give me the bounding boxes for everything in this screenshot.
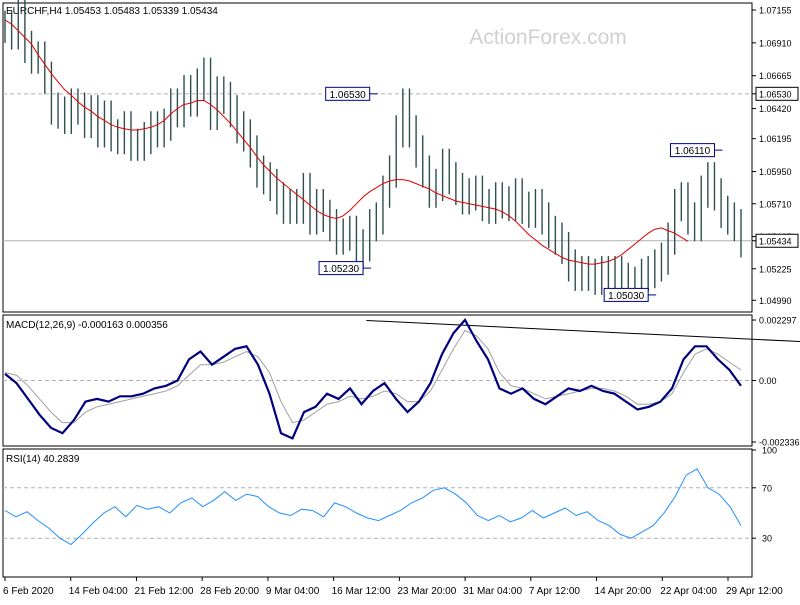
price-y-tick-label: 1.05950 [759, 167, 792, 177]
macd-y-tick-label: 0.002297 [759, 316, 797, 326]
price-y-tick-label: 1.04990 [759, 296, 792, 306]
price-reference-lines [3, 93, 752, 242]
x-axis-tick-label: 14 Feb 04:00 [69, 586, 128, 597]
price-y-axis: 1.07155 1.06910 1.06665 1.06530 1.06420 1.061… [752, 6, 799, 306]
price-y-tick-label: 1.05225 [759, 264, 792, 274]
price-y-tick-label: 1.06530 [759, 89, 792, 99]
price-level-label: 1.06530 [325, 86, 378, 101]
macd-y-tick-label: -0.002336 [759, 437, 800, 447]
price-y-tick-label: 1.06665 [759, 71, 792, 81]
x-axis-tick-label: 7 Apr 12:00 [529, 586, 581, 597]
x-axis-tick-label: 23 Mar 20:00 [397, 586, 456, 597]
price-panel: EURCHF,H4 1.05453 1.05483 1.05339 1.0543… [2, 0, 799, 313]
price-panel-frame [2, 2, 753, 313]
price-y-tick-label: 1.06910 [759, 38, 792, 48]
x-axis-tick-label: 9 Mar 04:00 [266, 586, 320, 597]
x-axis-tick-label: 16 Mar 12:00 [332, 586, 391, 597]
price-y-tick-label: 1.06195 [759, 134, 792, 144]
price-y-tick-label: 1.05434 [759, 236, 792, 246]
price-y-tick-label: 1.05710 [759, 199, 792, 209]
macd-y-axis: 0.002297 0.00 -0.002336 [752, 316, 800, 447]
x-axis-tick-label: 31 Mar 04:00 [463, 586, 522, 597]
rsi-panel-title: RSI(14) 40.2839 [6, 454, 80, 465]
price-level-label-text: 1.05030 [608, 291, 645, 302]
macd-panel-title: MACD(12,26,9) -0.000163 0.000356 [6, 320, 168, 331]
rsi-y-tick-label: 100 [762, 446, 777, 456]
x-axis-tick-label: 28 Feb 20:00 [200, 586, 259, 597]
macd-signal-line [4, 329, 742, 424]
rsi-y-tick-label: 30 [762, 534, 772, 544]
price-level-label-text: 1.05230 [323, 264, 360, 275]
x-axis-tick-label: 22 Apr 04:00 [660, 586, 717, 597]
price-level-label-text: 1.06530 [330, 90, 367, 101]
rsi-y-axis: 100 70 30 [752, 446, 777, 544]
price-level-label-text: 1.06110 [675, 146, 711, 157]
x-axis: 6 Feb 2020 14 Feb 04:00 21 Feb 12:00 28 Feb… [3, 577, 783, 597]
price-level-marker [755, 86, 799, 101]
x-axis-tick-label: 14 Apr 20:00 [595, 586, 652, 597]
macd-panel: MACD(12,26,9) -0.000163 0.000356 0.00229… [2, 314, 800, 447]
rsi-panel-frame [2, 448, 753, 578]
rsi-level-lines [3, 487, 752, 539]
price-level-label: 1.05230 [318, 261, 372, 276]
price-level-marker [755, 233, 799, 248]
x-axis-tick-label: 6 Feb 2020 [3, 586, 54, 597]
price-y-tick-label: 1.06420 [759, 104, 792, 114]
price-level-label: 1.06110 [669, 143, 723, 158]
macd-trendline [366, 319, 800, 343]
price-y-tick-label: 1.07155 [759, 6, 792, 16]
moving-average-line [4, 19, 689, 265]
watermark: ActionForex.com [469, 26, 627, 49]
price-bars [4, 0, 742, 302]
x-axis-tick-label: 21 Feb 12:00 [134, 586, 193, 597]
macd-line [4, 317, 742, 440]
price-panel-title: EURCHF,H4 1.05453 1.05483 1.05339 1.0543… [6, 6, 218, 17]
price-annotations: 1.06530 1.05230 1.05030 1.06110 [318, 86, 723, 302]
x-axis-tick-label: 29 Apr 12:00 [726, 586, 783, 597]
rsi-y-tick-label: 70 [762, 483, 772, 493]
price-level-label: 1.05030 [603, 287, 657, 302]
rsi-panel: RSI(14) 40.2839 100 70 30 [2, 446, 777, 578]
macd-y-tick-label: 0.00 [759, 376, 777, 386]
rsi-line [4, 468, 742, 546]
